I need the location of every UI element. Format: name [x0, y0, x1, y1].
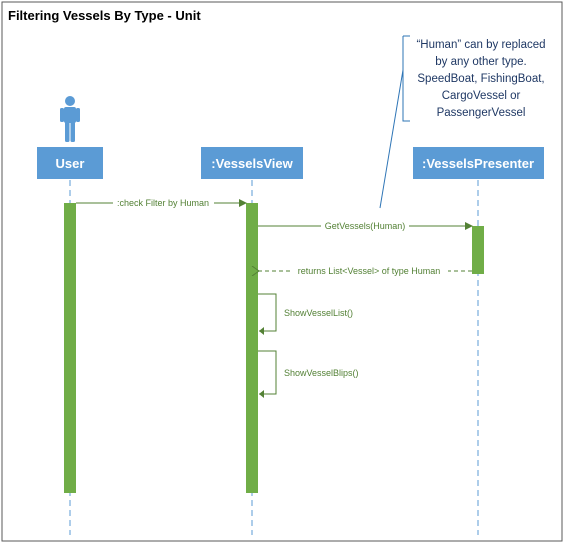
note-line-3: SpeedBoat, FishingBoat, — [417, 73, 544, 85]
actor-icon — [60, 96, 80, 142]
message-return-list: returns List<Vessel> of type Human — [259, 265, 472, 277]
activation-user — [64, 203, 76, 493]
activation-vessels-presenter — [472, 226, 484, 274]
message-check-filter: :check Filter by Human — [76, 197, 247, 209]
activation-vessels-view — [246, 203, 258, 493]
lifeline-label-vessels-presenter: :VesselsPresenter — [422, 156, 534, 171]
note-callout: “Human” can by replaced by any other typ… — [379, 35, 546, 209]
note-connector — [379, 69, 404, 209]
diagram-title: Filtering Vessels By Type - Unit — [8, 8, 201, 23]
lifeline-label-user: User — [56, 156, 85, 171]
lifeline-box-vessels-presenter: :VesselsPresenter — [413, 147, 544, 179]
message-show-vessel-blips: ShowVesselBlips() — [258, 350, 359, 398]
message-show-vessel-list: ShowVesselList() — [258, 293, 353, 335]
lifeline-label-vessels-view: :VesselsView — [211, 156, 293, 171]
message-get-vessels: GetVessels(Human) — [258, 220, 473, 232]
note-line-4: CargoVessel or — [442, 90, 521, 102]
note-line-1: “Human” can by replaced — [416, 39, 545, 51]
message-label-show-vessel-list: ShowVesselList() — [284, 308, 353, 318]
message-label-check-filter: :check Filter by Human — [117, 198, 209, 208]
message-label-show-vessel-blips: ShowVesselBlips() — [284, 368, 359, 378]
note-line-5: PassengerVessel — [437, 107, 526, 119]
message-label-return-list: returns List<Vessel> of type Human — [298, 266, 441, 276]
lifeline-box-user: User — [37, 147, 103, 179]
lifeline-box-vessels-view: :VesselsView — [201, 147, 303, 179]
message-label-get-vessels: GetVessels(Human) — [325, 221, 406, 231]
note-line-2: by any other type. — [435, 56, 526, 68]
